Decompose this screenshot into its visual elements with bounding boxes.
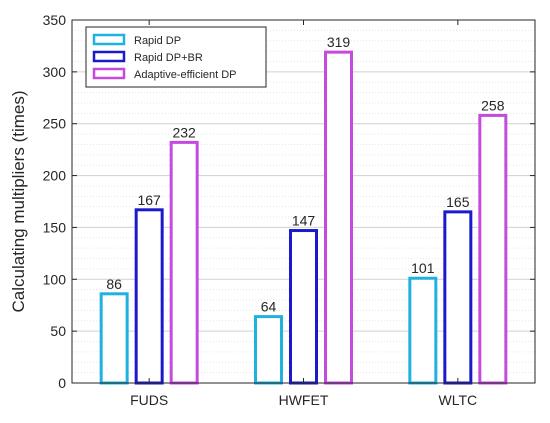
bar-value-label: 86	[106, 276, 122, 292]
bar	[254, 315, 283, 385]
bar-value-label: 319	[327, 34, 351, 50]
y-tick-label: 0	[58, 375, 66, 391]
x-tick-label: FUDS	[130, 392, 168, 408]
y-tick-label: 50	[50, 323, 66, 339]
bar-value-label: 147	[292, 213, 316, 229]
legend-swatch	[92, 67, 126, 80]
y-tick-label: 200	[43, 168, 67, 184]
axis-ticks: 0 50 100 150 200 250 300 350 FUDS HWFET WLTC	[43, 12, 535, 408]
bar-value-labels: 86 167 232 64 147 319 101 165 258	[106, 34, 504, 314]
y-tick-label: 350	[43, 12, 67, 28]
bar	[478, 113, 508, 385]
legend: Rapid DP Rapid DP+BR Adaptive-efficient DP	[85, 26, 267, 88]
bar	[169, 140, 199, 385]
y-tick-label: 100	[43, 271, 67, 287]
y-tick-label: 150	[43, 219, 67, 235]
bar-value-label: 258	[481, 97, 505, 113]
legend-entry-label: Rapid DP+BR	[134, 52, 203, 64]
y-axis-title: Calculating multipliers (times)	[9, 90, 28, 312]
bar	[324, 50, 353, 385]
legend-entry-label: Adaptive-efficient DP	[134, 69, 237, 81]
bar	[443, 210, 473, 385]
bar-value-label: 101	[411, 260, 435, 276]
legend-swatch	[92, 50, 126, 63]
bar	[134, 208, 164, 385]
bar-value-label: 167	[137, 192, 161, 208]
bar	[99, 292, 129, 385]
bar-value-label: 165	[446, 194, 470, 210]
y-tick-label: 250	[43, 116, 67, 132]
legend-swatch	[92, 33, 126, 46]
bar	[408, 276, 438, 385]
legend-entry-label: Rapid DP	[134, 35, 181, 47]
y-tick-label: 300	[43, 64, 67, 80]
x-tick-label: WLTC	[439, 392, 478, 408]
bars	[99, 50, 508, 385]
bar-value-label: 64	[261, 299, 277, 315]
bar-value-label: 232	[172, 124, 196, 140]
bar	[289, 229, 318, 385]
x-tick-label: HWFET	[279, 392, 329, 408]
